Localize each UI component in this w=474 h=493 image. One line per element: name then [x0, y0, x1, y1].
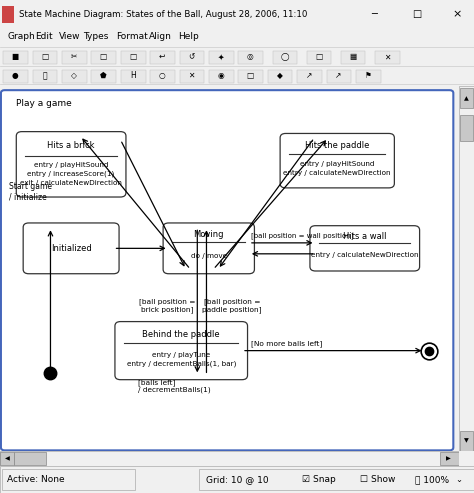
Text: Edit: Edit [36, 32, 53, 41]
Bar [62, 70, 87, 83]
Text: Hits a brick: Hits a brick [47, 141, 95, 150]
Text: entry / calculateNewDirection: entry / calculateNewDirection [311, 252, 419, 258]
Bar [238, 70, 263, 83]
Bar [268, 70, 292, 83]
FancyBboxPatch shape [16, 132, 126, 197]
Bar [460, 431, 473, 451]
Text: Types: Types [83, 32, 109, 41]
Bar [2, 6, 14, 23]
Text: ☐ Show: ☐ Show [360, 475, 396, 484]
Text: ◉: ◉ [218, 71, 224, 80]
Text: ✂: ✂ [71, 52, 77, 61]
Text: entry / playHitSound
entry / calculateNewDirection: entry / playHitSound entry / calculateNe… [283, 161, 391, 176]
FancyBboxPatch shape [23, 223, 119, 274]
Text: ×: × [453, 9, 462, 19]
Bar [460, 115, 473, 141]
Bar [199, 468, 474, 490]
Text: ─: ─ [372, 9, 377, 19]
Text: Initialized: Initialized [51, 244, 91, 253]
Text: ■: ■ [11, 52, 19, 61]
Text: do / move: do / move [191, 253, 227, 259]
Text: Hits a wall: Hits a wall [343, 232, 386, 241]
Bar [307, 51, 331, 64]
Bar [33, 51, 57, 64]
Text: View: View [59, 32, 81, 41]
Bar [238, 51, 263, 64]
Text: ⌕ 100%: ⌕ 100% [415, 475, 449, 484]
Bar [3, 70, 28, 83]
Text: ◎: ◎ [247, 52, 254, 61]
Bar [121, 70, 146, 83]
Bar [33, 70, 57, 83]
Text: [ball position = wall position]: [ball position = wall position] [251, 233, 354, 239]
Text: ⬟: ⬟ [100, 71, 107, 80]
Text: □: □ [129, 52, 137, 61]
Text: □: □ [100, 52, 107, 61]
Text: ⚑: ⚑ [365, 71, 371, 80]
Text: ↺: ↺ [188, 52, 195, 61]
Bar [150, 70, 175, 83]
Text: Align: Align [149, 32, 172, 41]
Text: [balls left]
/ decrementBalls(1): [balls left] / decrementBalls(1) [137, 379, 210, 393]
Bar [150, 51, 175, 64]
Bar [440, 452, 459, 465]
Text: □: □ [315, 52, 322, 61]
Text: entry / playTune
entry / decrementBalls(1, bar): entry / playTune entry / decrementBalls(… [127, 352, 236, 367]
Text: Format: Format [116, 32, 148, 41]
FancyBboxPatch shape [115, 321, 247, 380]
Bar [180, 70, 204, 83]
Bar [460, 88, 473, 107]
FancyBboxPatch shape [310, 226, 419, 271]
Text: ⬭: ⬭ [42, 71, 47, 80]
FancyBboxPatch shape [280, 134, 394, 188]
Text: ▦: ▦ [349, 52, 356, 61]
Bar [297, 70, 322, 83]
Text: Start game
/ initialize: Start game / initialize [9, 182, 52, 202]
Bar [62, 51, 87, 64]
Bar [0, 452, 14, 465]
Bar [121, 51, 146, 64]
Bar [341, 51, 365, 64]
Bar [180, 51, 204, 64]
Text: Behind the paddle: Behind the paddle [142, 330, 220, 339]
Text: ✦: ✦ [218, 52, 224, 61]
Text: ◀: ◀ [5, 456, 9, 461]
Text: ✕: ✕ [383, 52, 390, 61]
Text: H: H [130, 71, 136, 80]
Bar [209, 70, 234, 83]
Text: ◆: ◆ [277, 71, 283, 80]
Text: □: □ [412, 9, 422, 19]
Text: State Machine Diagram: States of the Ball, August 28, 2006, 11:10: State Machine Diagram: States of the Bal… [19, 10, 307, 19]
Text: entry / playHitSound
entry / increaseScore(1)
exit / calculateNewDirection: entry / playHitSound entry / increaseSco… [20, 163, 122, 186]
Text: ✕: ✕ [188, 71, 195, 80]
Text: ○: ○ [159, 71, 165, 80]
Text: Active: None: Active: None [7, 475, 65, 484]
Text: ▲: ▲ [464, 96, 469, 101]
Text: [ball position =
brick position]: [ball position = brick position] [139, 299, 196, 313]
Text: □: □ [246, 71, 254, 80]
Bar [14, 452, 46, 465]
Bar [91, 51, 116, 64]
Bar [356, 70, 381, 83]
FancyBboxPatch shape [1, 90, 453, 451]
Text: ↗: ↗ [306, 71, 312, 80]
Text: ☑ Snap: ☑ Snap [302, 475, 336, 484]
Text: ◯: ◯ [280, 52, 289, 61]
Text: [ball position =
paddle position]: [ball position = paddle position] [202, 299, 262, 313]
Text: ▼: ▼ [464, 439, 469, 444]
Text: ↩: ↩ [159, 52, 165, 61]
Text: ↗: ↗ [335, 71, 342, 80]
Bar [2, 468, 135, 490]
Bar [375, 51, 400, 64]
Text: ◇: ◇ [71, 71, 77, 80]
Text: Play a game: Play a game [16, 99, 72, 107]
Bar [91, 70, 116, 83]
Bar [209, 51, 234, 64]
Text: [No more balls left]: [No more balls left] [251, 340, 323, 347]
Bar [273, 51, 297, 64]
Text: Moving: Moving [193, 230, 224, 239]
Text: ▶: ▶ [447, 456, 451, 461]
Bar [327, 70, 351, 83]
Text: Hits the paddle: Hits the paddle [305, 141, 369, 150]
Text: □: □ [41, 52, 48, 61]
